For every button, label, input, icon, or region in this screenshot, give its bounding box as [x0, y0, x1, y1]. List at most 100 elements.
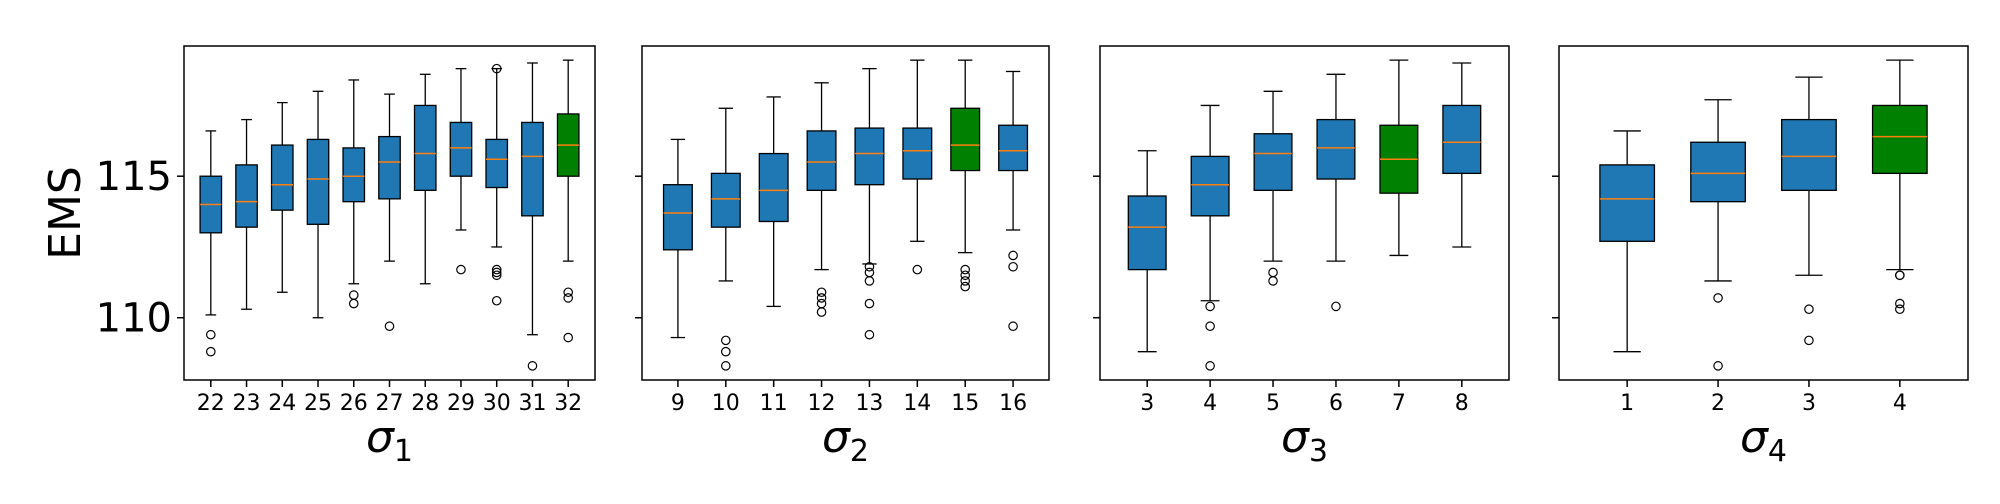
- box-body: [1253, 133, 1293, 192]
- box-14: 14: [902, 59, 933, 416]
- x-tick-label: 12: [808, 391, 836, 416]
- box-31: 31: [518, 62, 546, 416]
- x-tick-label: 9: [671, 391, 685, 416]
- outlier-point: [960, 276, 971, 286]
- y-tick-label: 115: [96, 154, 172, 200]
- outlier-point: [1268, 276, 1278, 286]
- outlier-point: [864, 267, 875, 278]
- box-28: 28: [411, 73, 439, 416]
- box-23: 23: [233, 118, 261, 416]
- x-tick-label: 28: [411, 391, 439, 416]
- outlier-point: [720, 361, 731, 371]
- box-16: 16: [998, 70, 1029, 416]
- x-tick-label: 3: [1802, 391, 1816, 416]
- box-body: [485, 138, 509, 189]
- x-tick-label: 16: [999, 391, 1027, 416]
- box-body: [270, 144, 294, 211]
- outlier-point: [348, 298, 359, 309]
- box-22: 22: [197, 130, 225, 416]
- box-body: [1690, 141, 1746, 203]
- outlier-point: [1713, 361, 1723, 371]
- box-7: 7: [1379, 59, 1419, 416]
- outlier-point: [491, 264, 502, 275]
- outlier-point: [563, 332, 573, 343]
- outlier-point: [864, 276, 875, 286]
- box-body: [306, 138, 330, 225]
- box-body: [521, 121, 544, 217]
- x-tick-label: 4: [1203, 391, 1217, 416]
- x-tick-label: 30: [483, 391, 511, 416]
- x-tick-label: 26: [340, 391, 368, 416]
- box-body: [662, 184, 693, 251]
- box-9: 9: [662, 138, 693, 416]
- box-body: [413, 104, 437, 192]
- box-24: 24: [268, 101, 296, 416]
- x-tick-label: 24: [268, 391, 296, 416]
- x-tick-label: 6: [1329, 391, 1343, 416]
- box-11: 11: [758, 96, 789, 416]
- box-body: [950, 107, 981, 172]
- box-4: 4: [1190, 104, 1230, 416]
- y-axis-label: EMS: [40, 166, 91, 260]
- outlier-point: [348, 290, 359, 300]
- outlier-point: [1268, 267, 1278, 278]
- outlier-point: [960, 281, 971, 292]
- outlier-point: [960, 270, 971, 281]
- outlier-point: [1895, 298, 1905, 309]
- outlier-point: [1205, 361, 1215, 371]
- x-tick-label: 10: [712, 391, 740, 416]
- box-body: [1127, 195, 1167, 271]
- y-tick-label: 110: [96, 296, 172, 342]
- box-body: [710, 172, 741, 228]
- box-10: 10: [710, 107, 741, 416]
- outlier-point: [864, 329, 875, 340]
- axes-frame: [641, 45, 1050, 381]
- x-tick-label: 3: [1140, 391, 1154, 416]
- x-tick-label: 22: [197, 391, 225, 416]
- outlier-point: [1895, 270, 1905, 281]
- box-body: [758, 152, 789, 223]
- outlier-point: [816, 293, 827, 303]
- x-tick-label: 31: [518, 391, 546, 416]
- box-body: [235, 164, 258, 228]
- box-29: 29: [447, 67, 475, 416]
- outlier-point: [816, 298, 827, 309]
- box-25: 25: [304, 90, 332, 416]
- outlier-point: [491, 63, 502, 74]
- box-3: 3: [1781, 76, 1837, 416]
- box-body: [1599, 164, 1656, 242]
- outlier-point: [864, 298, 875, 309]
- outlier-point: [491, 295, 502, 306]
- box-15: 15: [950, 59, 981, 416]
- x-tick-label: 15: [951, 391, 979, 416]
- x-tick-label: 2: [1711, 391, 1725, 416]
- outlier-point: [491, 267, 502, 278]
- x-tick-label: 14: [903, 391, 931, 416]
- outlier-point: [816, 287, 827, 298]
- x-tick-label: 25: [304, 391, 332, 416]
- outlier-point: [720, 346, 731, 357]
- x-tick-label: 29: [447, 391, 475, 416]
- x-axis-label: σ1: [366, 412, 413, 469]
- box-6: 6: [1316, 73, 1356, 416]
- box-body: [378, 135, 401, 200]
- box-body: [1190, 155, 1230, 217]
- box-26: 26: [340, 79, 368, 416]
- outlier-point: [1804, 304, 1814, 315]
- box-body: [998, 124, 1029, 172]
- outlier-point: [563, 293, 573, 303]
- axes-frame: [1099, 45, 1510, 381]
- box-body: [854, 127, 885, 186]
- x-tick-label: 4: [1893, 391, 1907, 416]
- box-3: 3: [1127, 150, 1167, 416]
- box-1: 1: [1599, 130, 1656, 416]
- x-tick-label: 11: [760, 391, 788, 416]
- outlier-point: [527, 361, 538, 371]
- box-body: [1316, 118, 1356, 180]
- outlier-point: [1205, 301, 1215, 312]
- box-4: 4: [1871, 59, 1928, 416]
- x-axis-label: σ2: [822, 412, 869, 469]
